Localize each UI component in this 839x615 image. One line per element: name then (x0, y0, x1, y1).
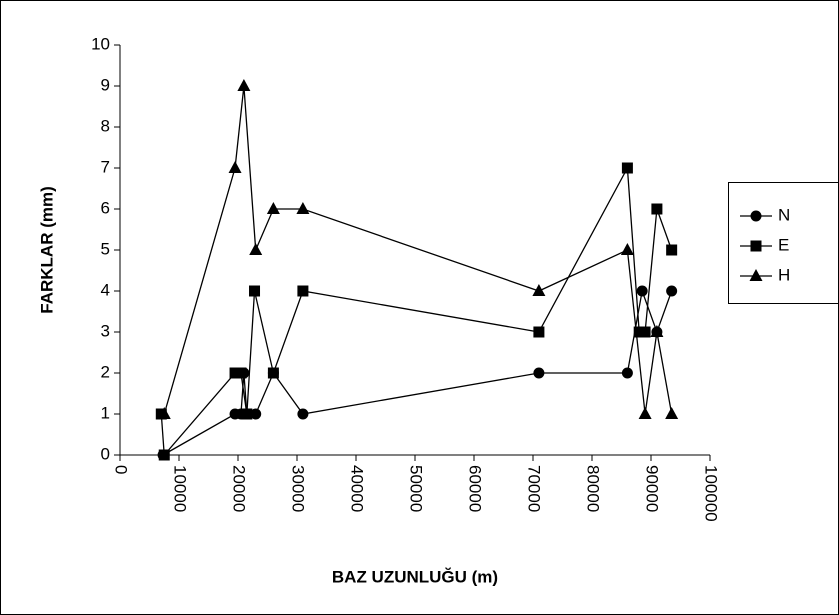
data-point (235, 367, 247, 379)
x-tick-label: 10000 (171, 465, 190, 512)
data-point (666, 285, 678, 297)
y-tick-label: 3 (101, 321, 110, 340)
y-tick-label: 2 (101, 362, 110, 381)
legend-label: E (778, 235, 789, 254)
data-point (249, 243, 263, 255)
data-point (633, 326, 645, 338)
x-tick-label: 40000 (348, 465, 367, 512)
y-tick-label: 10 (91, 34, 110, 53)
y-tick-label: 5 (101, 239, 110, 258)
data-point (297, 408, 309, 420)
y-tick-label: 9 (101, 75, 110, 94)
data-point (241, 408, 253, 420)
x-tick-label: 70000 (525, 465, 544, 512)
y-tick-label: 0 (101, 444, 110, 463)
x-tick-label: 30000 (289, 465, 308, 512)
data-point (621, 367, 633, 379)
data-point (620, 243, 634, 255)
data-point (666, 244, 678, 256)
legend-marker (749, 269, 763, 281)
data-point (638, 407, 652, 419)
x-tick-label: 20000 (230, 465, 249, 512)
x-tick-label: 0 (112, 465, 131, 474)
legend-marker (750, 240, 762, 252)
x-tick-label: 100000 (702, 465, 721, 522)
legend-marker (750, 210, 762, 222)
x-tick-label: 90000 (643, 465, 662, 512)
y-tick-label: 8 (101, 116, 110, 135)
data-point (157, 407, 171, 419)
x-tick-label: 50000 (407, 465, 426, 512)
x-tick-label: 80000 (584, 465, 603, 512)
data-point (250, 408, 262, 420)
data-point (651, 203, 663, 215)
x-axis-label: BAZ UZUNLUĞU (m) (332, 567, 498, 586)
data-point (237, 79, 251, 91)
legend-label: H (778, 265, 790, 284)
data-point (650, 325, 664, 337)
legend-box (728, 182, 839, 304)
data-point (266, 202, 280, 214)
data-point (228, 161, 242, 173)
y-tick-label: 4 (101, 280, 110, 299)
data-point (621, 162, 633, 174)
data-point (249, 285, 261, 297)
data-point (532, 284, 546, 296)
y-tick-label: 1 (101, 403, 110, 422)
data-point (296, 202, 310, 214)
data-point (297, 285, 309, 297)
legend-label: N (778, 205, 790, 224)
data-point (533, 326, 545, 338)
data-point (636, 285, 648, 297)
data-point (639, 326, 651, 338)
y-axis-label: FARKLAR (mm) (37, 186, 56, 314)
data-point (229, 367, 241, 379)
data-point (533, 367, 545, 379)
data-point (267, 367, 279, 379)
y-tick-label: 7 (101, 157, 110, 176)
x-tick-label: 60000 (466, 465, 485, 512)
data-point (158, 449, 170, 461)
y-tick-label: 6 (101, 198, 110, 217)
data-point (665, 407, 679, 419)
